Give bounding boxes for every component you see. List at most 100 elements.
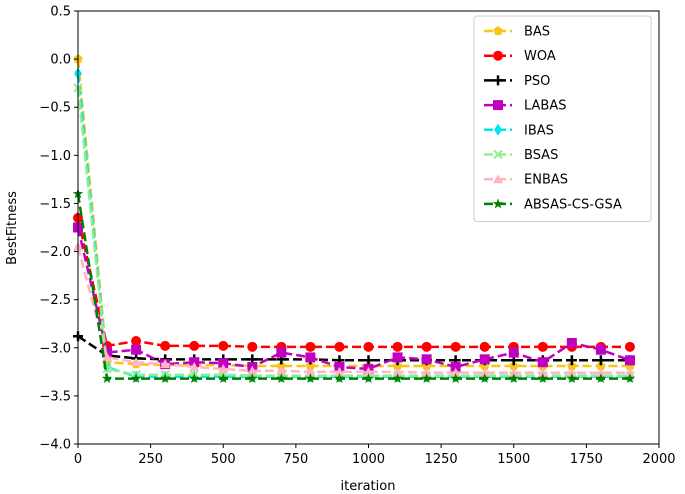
data-point xyxy=(596,361,606,371)
data-point xyxy=(247,365,258,375)
data-point xyxy=(392,361,403,371)
data-point xyxy=(247,373,258,384)
legend: BAS WOA PSO LABAS IBAS BSAS ENBAS ABSAS-CS-GSA xyxy=(473,15,652,223)
data-point xyxy=(508,361,519,371)
data-point xyxy=(218,340,229,351)
data-point xyxy=(566,337,577,348)
data-point xyxy=(305,341,316,352)
data-point xyxy=(305,361,316,371)
data-point xyxy=(537,341,548,352)
data-point xyxy=(131,344,142,355)
data-point xyxy=(566,373,578,384)
x-tick-label: 1500 xyxy=(497,452,530,467)
data-point xyxy=(624,355,635,366)
data-point xyxy=(479,341,490,352)
data-point xyxy=(392,366,403,376)
y-tick-label: −4.0 xyxy=(39,438,71,453)
data-point xyxy=(508,347,519,358)
x-tick-label: 1250 xyxy=(425,452,458,467)
series-enbas xyxy=(73,241,635,377)
data-point xyxy=(421,373,432,384)
x-tick-label: 250 xyxy=(138,452,163,467)
data-point xyxy=(131,336,142,347)
x-tick-label: 500 xyxy=(211,452,236,467)
x-tick-label: 750 xyxy=(283,452,308,467)
legend-label: BAS xyxy=(524,25,550,40)
data-point xyxy=(508,373,519,384)
data-point xyxy=(334,341,345,352)
data-point xyxy=(188,373,200,384)
legend-marker xyxy=(493,149,503,160)
legend-marker xyxy=(493,100,503,111)
x-tick-label: 2000 xyxy=(642,452,675,467)
series-layer xyxy=(72,54,636,384)
data-point xyxy=(130,373,142,384)
legend-item: WOA xyxy=(484,49,556,64)
y-tick-label: −3.5 xyxy=(39,389,71,404)
data-point xyxy=(276,361,287,371)
data-point xyxy=(450,373,461,384)
legend-marker xyxy=(493,50,503,61)
legend-item: BSAS xyxy=(484,148,558,163)
data-point xyxy=(450,362,461,373)
data-point xyxy=(276,347,287,358)
legend-marker xyxy=(493,26,503,36)
data-point xyxy=(363,366,374,376)
y-tick-label: 0.0 xyxy=(50,53,71,68)
data-point xyxy=(392,341,403,352)
y-tick-label: −2.0 xyxy=(39,245,71,260)
data-point xyxy=(218,358,229,369)
data-point xyxy=(305,352,316,363)
legend-box xyxy=(473,15,652,223)
data-point xyxy=(160,359,171,369)
data-point xyxy=(131,357,142,367)
data-point xyxy=(567,361,577,371)
data-point xyxy=(450,341,461,352)
legend-marker xyxy=(494,123,502,136)
data-point xyxy=(537,373,549,384)
data-point xyxy=(595,373,607,384)
data-point xyxy=(276,373,287,384)
data-point xyxy=(595,367,606,377)
data-point xyxy=(421,354,432,365)
ticks-layer: 0 250 500 750 1000 1250 1500 1750 2000 0.5 0.0 −0.5… xyxy=(39,5,675,468)
data-point xyxy=(160,340,171,351)
data-point xyxy=(218,373,229,384)
data-point xyxy=(537,357,548,368)
data-point xyxy=(624,341,635,352)
data-point xyxy=(102,352,113,362)
data-point xyxy=(421,341,432,352)
data-point xyxy=(566,355,577,366)
legend-item: LABAS xyxy=(484,99,567,114)
data-point xyxy=(595,355,606,366)
series-line xyxy=(76,246,630,375)
data-point xyxy=(159,373,171,384)
data-point xyxy=(537,367,548,377)
legend-label: IBAS xyxy=(524,123,554,138)
data-point xyxy=(624,373,636,384)
legend-label: ENBAS xyxy=(524,173,568,188)
series-line xyxy=(76,87,630,377)
data-point xyxy=(421,367,432,377)
y-tick-label: 0.5 xyxy=(50,5,71,20)
legend-marker xyxy=(493,75,503,86)
data-point xyxy=(363,373,374,384)
data-point xyxy=(218,363,229,373)
data-point xyxy=(392,352,403,363)
x-tick-label: 1000 xyxy=(352,452,385,467)
series-line xyxy=(76,193,630,380)
legend-label: ABSAS-CS-GSA xyxy=(524,197,622,212)
y-tick-label: −2.5 xyxy=(39,293,71,308)
legend-marker xyxy=(492,198,504,209)
y-tick-label: −1.0 xyxy=(39,149,71,164)
data-point xyxy=(189,362,200,372)
y-tick-label: −3.0 xyxy=(39,341,71,356)
series-line xyxy=(76,73,630,378)
legend-label: LABAS xyxy=(524,99,567,114)
data-point xyxy=(392,373,403,384)
data-point xyxy=(479,367,490,377)
y-tick-label: −1.5 xyxy=(39,197,71,212)
legend-marker xyxy=(493,174,503,184)
data-point xyxy=(276,365,287,375)
legend-item: BAS xyxy=(484,25,550,40)
